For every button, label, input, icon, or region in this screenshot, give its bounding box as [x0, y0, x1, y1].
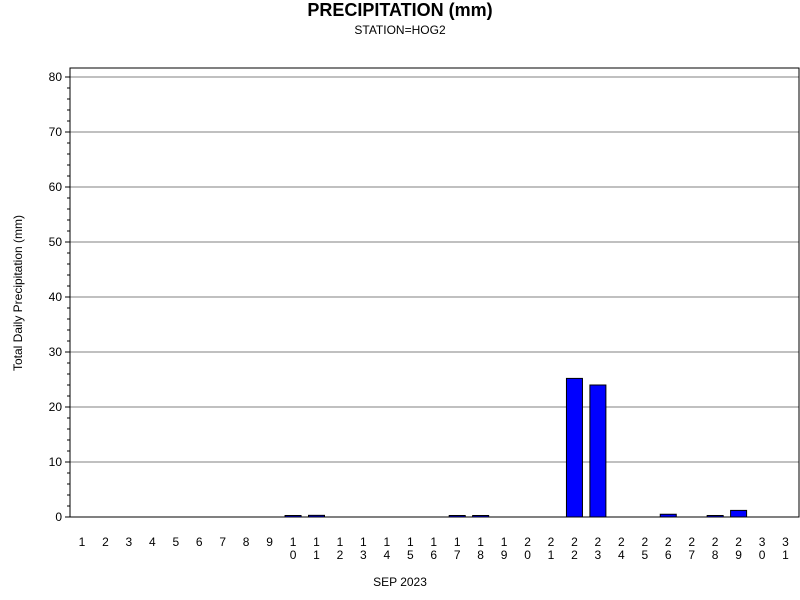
- x-tick-label: 5: [172, 535, 179, 549]
- y-tick-label: 80: [49, 70, 63, 84]
- x-tick-label: 0: [290, 548, 297, 562]
- x-tick-label: 2: [688, 535, 695, 549]
- x-tick-label: 6: [430, 548, 437, 562]
- x-tick-label: 6: [665, 548, 672, 562]
- x-tick-label: 2: [337, 548, 344, 562]
- x-tick-label: 1: [454, 535, 461, 549]
- x-tick-label: 1: [337, 535, 344, 549]
- bar-day-23: [589, 384, 607, 518]
- x-tick-label: 1: [477, 535, 484, 549]
- y-tick-label: 40: [49, 290, 63, 304]
- x-axis-ticks: 1 2 3 4 5 6 7 8 9 1011121314151617181920212223242…: [79, 535, 790, 562]
- bar-day-22: [565, 377, 583, 518]
- x-tick-label: 3: [360, 548, 367, 562]
- x-tick-label: 2: [618, 535, 625, 549]
- y-tick-label: 10: [49, 455, 63, 469]
- x-tick-label: 5: [641, 548, 648, 562]
- x-tick-label: 9: [501, 548, 508, 562]
- x-tick-label: 2: [735, 535, 742, 549]
- x-axis-label: SEP 2023: [373, 575, 427, 589]
- x-tick-label: 0: [759, 548, 766, 562]
- x-tick-label: 9: [266, 535, 273, 549]
- x-tick-label: 2: [524, 535, 531, 549]
- x-tick-label: 1: [384, 535, 391, 549]
- y-tick-label: 0: [55, 510, 62, 524]
- y-tick-label: 20: [49, 400, 63, 414]
- bars: [284, 377, 748, 518]
- x-tick-label: 6: [196, 535, 203, 549]
- x-tick-label: 2: [571, 535, 578, 549]
- x-tick-label: 2: [595, 535, 602, 549]
- y-tick-label: 30: [49, 345, 63, 359]
- x-tick-label: 1: [430, 535, 437, 549]
- x-tick-label: 1: [313, 548, 320, 562]
- x-tick-label: 2: [548, 535, 555, 549]
- x-tick-label: 4: [149, 535, 156, 549]
- x-tick-label: 5: [407, 548, 414, 562]
- x-tick-label: 2: [712, 535, 719, 549]
- x-tick-label: 2: [571, 548, 578, 562]
- x-tick-label: 8: [477, 548, 484, 562]
- x-tick-label: 7: [454, 548, 461, 562]
- chart-subtitle: STATION=HOG2: [354, 23, 446, 37]
- y-tick-label: 70: [49, 125, 63, 139]
- x-tick-label: 2: [641, 535, 648, 549]
- x-tick-label: 2: [102, 535, 109, 549]
- x-tick-label: 1: [548, 548, 555, 562]
- x-tick-label: 2: [665, 535, 672, 549]
- x-tick-label: 1: [290, 535, 297, 549]
- x-tick-label: 3: [126, 535, 133, 549]
- x-tick-label: 1: [313, 535, 320, 549]
- x-tick-label: 1: [407, 535, 414, 549]
- x-tick-label: 4: [384, 548, 391, 562]
- x-tick-label: 7: [219, 535, 226, 549]
- x-tick-label: 1: [79, 535, 86, 549]
- x-tick-label: 9: [735, 548, 742, 562]
- bar-day-29: [730, 509, 748, 518]
- y-tick-label: 60: [49, 180, 63, 194]
- x-tick-label: 1: [501, 535, 508, 549]
- gridlines: [70, 76, 799, 463]
- x-tick-label: 1: [360, 535, 367, 549]
- x-tick-label: 4: [618, 548, 625, 562]
- x-tick-label: 3: [759, 535, 766, 549]
- x-tick-label: 1: [782, 548, 789, 562]
- x-tick-label: 8: [712, 548, 719, 562]
- x-tick-label: 3: [595, 548, 602, 562]
- chart-title: PRECIPITATION (mm): [307, 0, 493, 20]
- x-tick-label: 0: [524, 548, 531, 562]
- x-tick-label: 8: [243, 535, 250, 549]
- y-axis-ticks: 0 10 20 30 40 50 60 70 80: [49, 70, 70, 524]
- x-tick-label: 7: [688, 548, 695, 562]
- y-tick-label: 50: [49, 235, 63, 249]
- plot-frame: [69, 67, 800, 518]
- x-tick-label: 3: [782, 535, 789, 549]
